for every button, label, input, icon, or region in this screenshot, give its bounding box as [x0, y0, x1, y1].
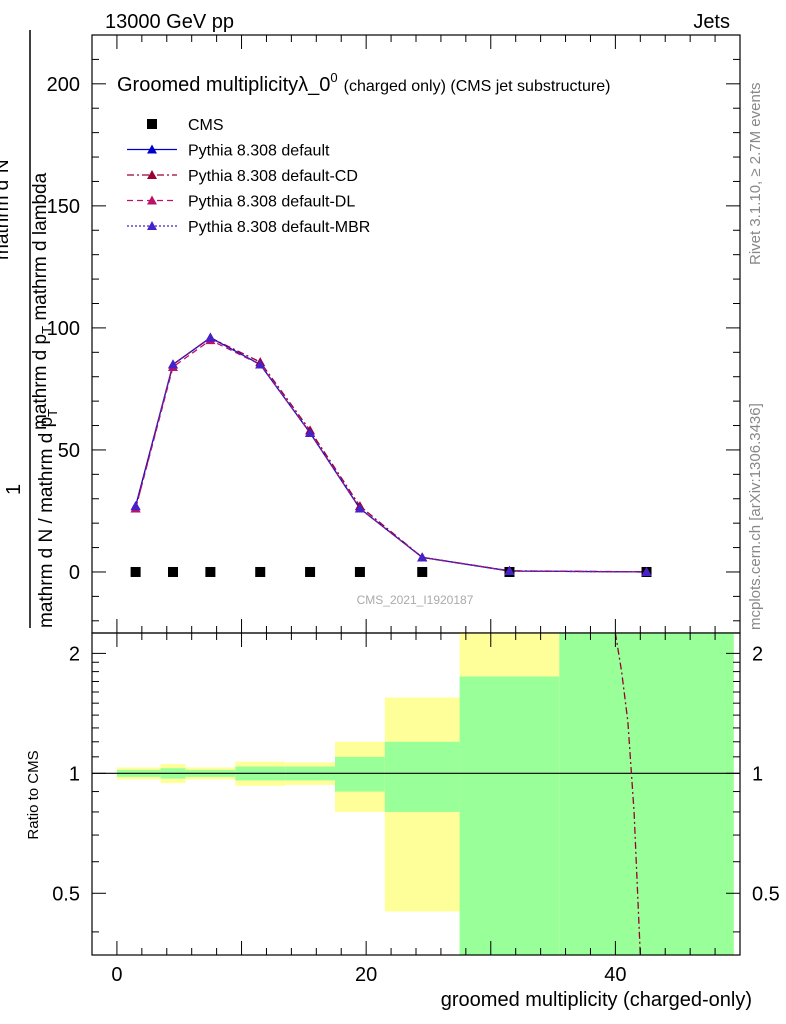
ylabel-numerator-bottom: mathrm d pT mathrm d lambda [30, 172, 54, 430]
ylabel-denominator: mathrm d N / mathrm d pT [36, 409, 60, 628]
legend-label: CMS [188, 117, 224, 134]
main-ylabel: 1 mathrm d N / mathrm d pT mathrm d2N ma… [0, 30, 60, 628]
series-marker-4 [255, 359, 266, 369]
ylabel-numerator-top: mathrm d2N [0, 159, 13, 260]
series-marker-4 [504, 566, 515, 576]
series-marker-4 [354, 503, 365, 513]
ytick-label: 150 [47, 196, 80, 218]
series-line-2 [134, 336, 647, 573]
ratio-ytick-label-right: 0.5 [752, 883, 780, 905]
series-marker-4 [205, 332, 216, 342]
series-marker-4 [130, 501, 141, 511]
legend-marker [147, 170, 157, 179]
legend-label: Pythia 8.308 default-DL [188, 194, 355, 211]
ylabel-one: 1 [3, 484, 25, 495]
cms-data-point [168, 566, 178, 577]
mcplots-label: mcplots.cern.ch [arXiv:1306.3436] [747, 403, 764, 630]
legend-marker [147, 144, 157, 154]
ratio-ytick-label: 2 [69, 643, 80, 665]
main-axis-ticks: 0 50 100 150 200 [47, 34, 740, 633]
main-series-lines [134, 336, 647, 573]
ratio-ytick-label: 1 [69, 763, 80, 785]
series-line-4 [134, 336, 647, 573]
cms-data-point [130, 566, 141, 577]
ytick-label: 0 [69, 562, 80, 584]
ratio-ylabel: Ratio to CMS [25, 750, 42, 839]
ratio-band-inner [384, 741, 460, 812]
cms-data-point [354, 566, 365, 577]
legend-label: Pythia 8.308 default-MBR [188, 219, 370, 236]
xaxis-label: groomed multiplicity (charged-only) [441, 989, 752, 1011]
ytick-label: 50 [58, 440, 80, 462]
legend-marker [147, 195, 157, 205]
cms-data-point [255, 566, 266, 577]
header-right: Jets [693, 11, 730, 33]
rivet-label: Rivet 3.1.10, ≥ 2.7M events [747, 83, 764, 266]
ratio-band-inner [559, 633, 734, 955]
series-marker-4 [641, 566, 652, 576]
analysis-watermark: CMS_2021_I1920187 [357, 593, 474, 607]
series-marker-4 [417, 552, 428, 562]
cms-data-point [205, 566, 216, 577]
ratio-ytick-label: 0.5 [52, 883, 80, 905]
series-marker-4 [168, 359, 178, 369]
ytick-label: 200 [47, 74, 80, 96]
main-series-markers [130, 332, 652, 577]
ratio-axis-ticks: 0.5 0.51 12 20 20 40 [52, 633, 780, 986]
legend-label: Pythia 8.308 default [188, 143, 330, 160]
series-line-1 [134, 336, 647, 573]
cms-data-point [417, 566, 428, 577]
series-line-3 [134, 339, 647, 573]
ratio-panel: 0.5 0.51 12 20 20 40 Ratio to CMS groomed mul… [25, 632, 780, 1011]
xtick-label: 40 [604, 964, 626, 986]
main-panel: 0 50 100 150 200 Groomed multiplicityλ_00(ch… [47, 34, 741, 634]
ratio-series-line [614, 632, 641, 956]
series-marker-4 [305, 427, 316, 437]
legend-label: Pythia 8.308 default-CD [188, 168, 358, 185]
xtick-label: 20 [355, 964, 377, 986]
ratio-bands [116, 633, 734, 955]
ratio-band-inner [335, 756, 385, 792]
header-left: 13000 GeV pp [105, 11, 234, 33]
ratio-band-inner [459, 676, 560, 955]
legend: CMS Pythia 8.308 default Pythia 8.308 defa… [127, 117, 370, 236]
legend-marker-cms [147, 119, 157, 129]
cms-data-point [305, 566, 316, 577]
ratio-ytick-label-right: 2 [752, 643, 763, 665]
ratio-ytick-label-right: 1 [752, 763, 763, 785]
ytick-label: 100 [47, 318, 80, 340]
ratio-lines [92, 632, 740, 956]
xtick-label: 0 [111, 964, 122, 986]
main-title: Groomed multiplicityλ_00(charged only) (… [117, 70, 610, 96]
legend-marker [147, 221, 157, 230]
